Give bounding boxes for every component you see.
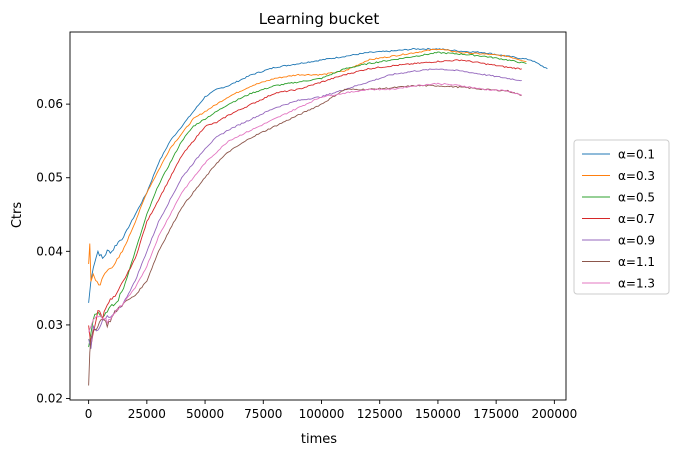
y-axis-label: Ctrs bbox=[10, 202, 25, 229]
y-tick-label-0: 0.02 bbox=[36, 392, 63, 406]
series-line-3 bbox=[88, 59, 522, 346]
x-tick-label-0: 0 bbox=[85, 407, 93, 421]
x-tick-label-1: 25000 bbox=[128, 407, 166, 421]
series-line-1 bbox=[88, 48, 527, 286]
x-tick-label-7: 175000 bbox=[473, 407, 519, 421]
plot-area bbox=[69, 31, 567, 401]
x-tick-label-2: 50000 bbox=[186, 407, 224, 421]
x-tick-label-5: 125000 bbox=[357, 407, 403, 421]
y-axis: 0.02 0.03 0.04 0.05 0.06 bbox=[36, 97, 70, 406]
series-line-4 bbox=[88, 68, 522, 349]
x-tick-label-3: 75000 bbox=[244, 407, 282, 421]
x-axis-label: times bbox=[301, 432, 337, 447]
y-tick-label-1: 0.03 bbox=[36, 318, 63, 332]
y-tick-label-3: 0.05 bbox=[36, 171, 63, 185]
series-line-5 bbox=[88, 84, 522, 386]
series-line-0 bbox=[88, 47, 548, 303]
legend-label-5: α=1.1 bbox=[618, 255, 655, 269]
x-tick-label-8: 200000 bbox=[531, 407, 577, 421]
legend-label-4: α=0.9 bbox=[618, 234, 655, 248]
plot-frame bbox=[69, 31, 567, 401]
x-tick-label-6: 150000 bbox=[415, 407, 461, 421]
y-tick-label-4: 0.06 bbox=[36, 97, 63, 111]
legend-label-6: α=1.3 bbox=[618, 277, 655, 291]
x-axis: 0 25000 50000 75000 100000 125000 150000 175000… bbox=[85, 400, 577, 421]
series-line-2 bbox=[88, 51, 527, 348]
legend-box bbox=[573, 139, 670, 295]
legend-label-1: α=0.3 bbox=[618, 169, 655, 183]
chart-title: Learning bucket bbox=[259, 10, 380, 28]
legend-label-3: α=0.7 bbox=[618, 212, 655, 226]
x-tick-label-4: 100000 bbox=[299, 407, 345, 421]
legend: α=0.1 α=0.3 α=0.5 α=0.7 α=0.9 α=1.1 α=1.3 bbox=[573, 139, 670, 295]
series-line-6 bbox=[88, 82, 522, 333]
legend-label-2: α=0.5 bbox=[618, 191, 655, 205]
y-tick-label-2: 0.04 bbox=[36, 244, 63, 258]
legend-label-0: α=0.1 bbox=[618, 148, 655, 162]
